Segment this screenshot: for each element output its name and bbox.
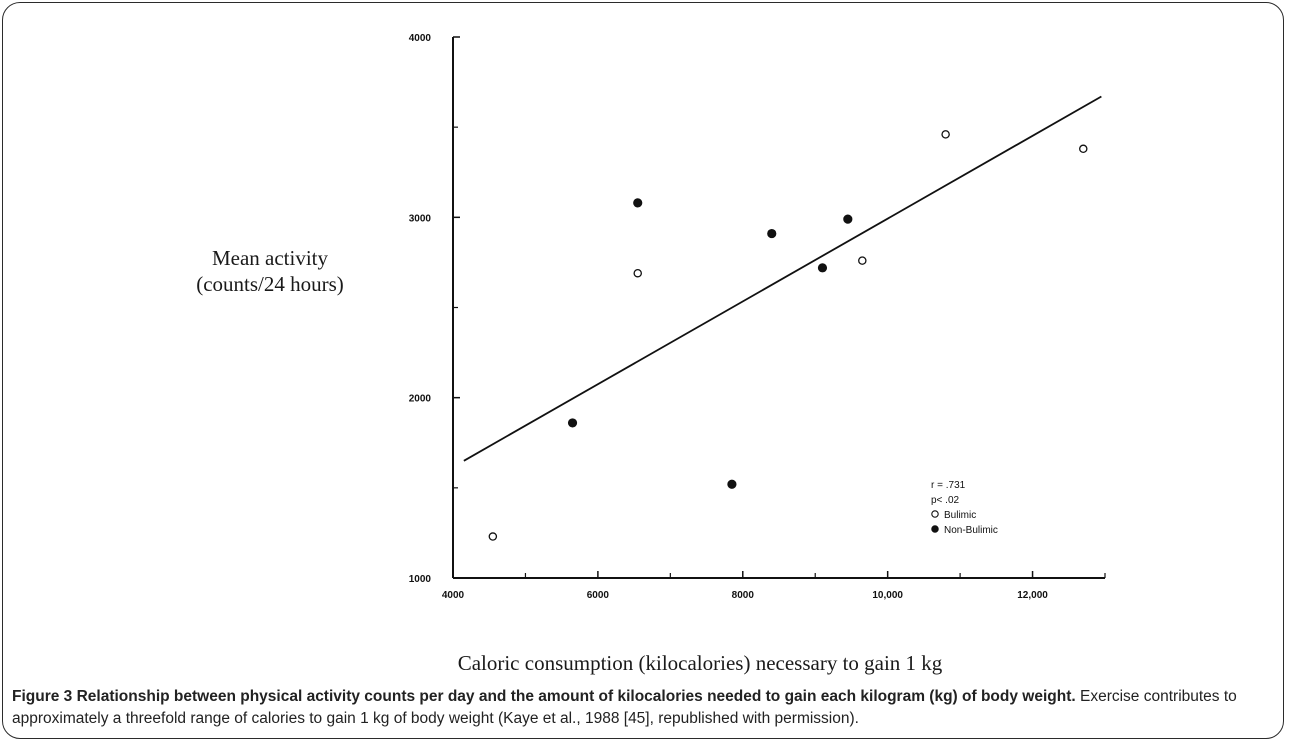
data-point-non-bulimic [727, 479, 737, 489]
data-point-bulimic [633, 268, 642, 278]
data-point-non-bulimic [817, 263, 828, 273]
y-axis-label-line1: Mean activity [211, 246, 329, 270]
data-point-bulimic [1079, 144, 1088, 154]
caption-title: Figure 3 Relationship between physical a… [12, 688, 1076, 705]
y-tick-label: 1000 [409, 574, 432, 585]
data-point-non-bulimic [767, 228, 777, 239]
data-point-bulimic [858, 256, 867, 265]
legend-stat: r = .731 [931, 480, 966, 491]
data-point-bulimic [488, 532, 498, 541]
legend-marker-non-bulimic [931, 525, 939, 533]
data-point-non-bulimic [633, 198, 643, 208]
regression-line [463, 95, 1102, 462]
figure-caption: Figure 3 Relationship between physical a… [12, 686, 1276, 730]
x-tick-label: 12,000 [1017, 590, 1048, 601]
legend-marker-bulimic [931, 510, 939, 518]
y-axis-label-line2: (counts/24 hours) [196, 272, 344, 296]
legend-entry-label: Bulimic [944, 510, 976, 521]
y-tick-label: 3000 [409, 213, 432, 224]
x-tick-label: 10,000 [872, 590, 903, 601]
data-point-non-bulimic [843, 214, 853, 224]
y-axis-label: Mean activity (counts/24 hours) [150, 245, 390, 297]
legend-stat: p< .02 [931, 495, 960, 506]
y-tick-label: 4000 [409, 33, 432, 44]
x-tick-label: 6000 [587, 590, 610, 601]
legend-entry-label: Non-Bulimic [944, 525, 998, 536]
data-point-bulimic [941, 130, 950, 139]
data-point-non-bulimic [567, 418, 578, 428]
x-tick-label: 8000 [732, 590, 755, 601]
x-tick-label: 4000 [442, 590, 465, 601]
caption-body: Exercise contributes to approximately a … [12, 688, 1237, 727]
y-tick-label: 2000 [409, 394, 432, 405]
x-axis-label: Caloric consumption (kilocalories) neces… [457, 651, 943, 675]
